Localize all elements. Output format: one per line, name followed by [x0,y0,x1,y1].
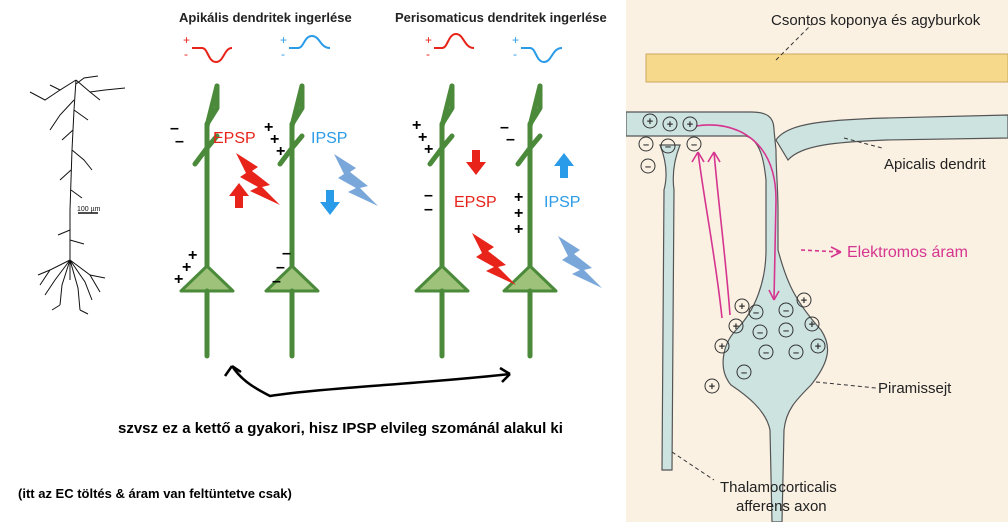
svg-text:+: + [183,33,190,47]
svg-text:–: – [793,347,799,359]
svg-text:+: + [174,271,183,288]
perisomatic-epsp-waveform: + - [425,32,475,61]
scale-bar-label: 100 µm [77,206,101,213]
svg-text:+: + [687,119,693,131]
svg-text:–: – [272,273,281,290]
svg-text:+: + [733,321,739,333]
svg-text:+: + [801,295,807,307]
svg-text:–: – [424,187,433,204]
label-epsp-perisomatic: EPSP [454,194,497,211]
svg-text:+: + [514,205,523,222]
annotation-subnote: (itt az EC töltés & áram van feltüntetve… [18,486,292,501]
svg-text:+: + [424,141,433,158]
svg-text:–: – [783,305,789,317]
label-electric-current: Elektromos áram [847,244,968,261]
svg-text:-: - [281,47,285,61]
svg-text:–: – [175,133,184,150]
svg-text:-: - [513,47,517,61]
svg-text:–: – [282,245,291,262]
svg-text:–: – [645,161,651,173]
header-perisomatic: Perisomaticus dendritek ingerlése [395,10,607,25]
label-thalamocortical-line2: afferens axon [736,498,827,515]
svg-text:–: – [741,367,747,379]
svg-text:-: - [184,47,188,61]
stimulus-bolt-icon [472,233,516,285]
up-arrow-red [229,183,249,208]
svg-text:–: – [763,347,769,359]
svg-text:–: – [691,139,697,151]
label-pyramidal-cell: Piramissejt [878,380,952,397]
label-epsp-apical: EPSP [213,130,256,147]
svg-text:–: – [276,259,285,276]
dendrite-stimulation-diagram: + - + - + - + - –– +++ +++ ––– +++ –– ––… [170,32,602,398]
perisomatic-ipsp-waveform: + - [512,33,563,64]
down-arrow-blue [320,190,340,215]
neuron-perisomatic-epsp [416,86,468,356]
up-arrow-blue [554,153,574,178]
neuron-apical-epsp [181,86,233,356]
svg-text:–: – [170,120,179,137]
svg-text:–: – [757,327,763,339]
apical-epsp-waveform: + - [183,33,233,64]
svg-text:+: + [418,129,427,146]
svg-text:+: + [512,33,519,47]
svg-text:–: – [753,307,759,319]
svg-text:–: – [500,119,509,136]
svg-text:+: + [280,33,287,47]
arrowhead-icon [223,364,242,377]
cortex-diagram-panel: + + + – – – – + + + + + + + – – – – – – – Csontos kop… [626,0,1008,522]
cortex-diagram: + + + – – – – +++ +++ +–– ––– –– [626,23,1008,522]
svg-text:–: – [665,141,671,153]
label-apical-dendrite: Apicalis dendrit [884,156,986,173]
neuron-perisomatic-ipsp [504,86,556,356]
svg-text:+: + [739,301,745,313]
label-ipsp-perisomatic: IPSP [544,194,581,211]
svg-text:+: + [425,33,432,47]
label-skull: Csontos koponya és agyburkok [771,12,981,29]
svg-text:+: + [667,119,673,131]
annotation-note: szvsz ez a kettő a gyakori, hisz IPSP el… [118,420,563,437]
svg-text:+: + [412,117,421,134]
apical-ipsp-waveform: + - [280,33,331,61]
svg-text:–: – [783,325,789,337]
header-apical: Apikális dendritek ingerlése [179,10,352,25]
arrowhead-icon [499,366,511,383]
svg-text:–: – [643,139,649,151]
down-arrow-red [466,150,486,175]
svg-text:+: + [809,319,815,331]
svg-text:+: + [182,259,191,276]
svg-text:+: + [264,119,273,136]
neuron-apical-ipsp [266,86,318,356]
stimulus-bolt-icon [334,154,378,206]
svg-text:+: + [719,341,725,353]
svg-text:–: – [506,131,515,148]
svg-text:+: + [276,143,285,160]
label-ipsp-apical: IPSP [311,130,348,147]
svg-text:+: + [815,341,821,353]
svg-text:+: + [709,381,715,393]
neuron-morphology-drawing [29,75,126,315]
hand-drawn-connector [230,365,511,398]
stimulus-bolt-icon [558,236,602,288]
svg-text:+: + [514,221,523,238]
svg-text:+: + [270,131,279,148]
svg-text:+: + [188,247,197,264]
svg-text:+: + [647,116,653,128]
svg-text:-: - [426,47,430,61]
label-thalamocortical-line1: Thalamocorticalis [720,479,837,496]
svg-text:+: + [514,189,523,206]
svg-text:–: – [424,201,433,218]
